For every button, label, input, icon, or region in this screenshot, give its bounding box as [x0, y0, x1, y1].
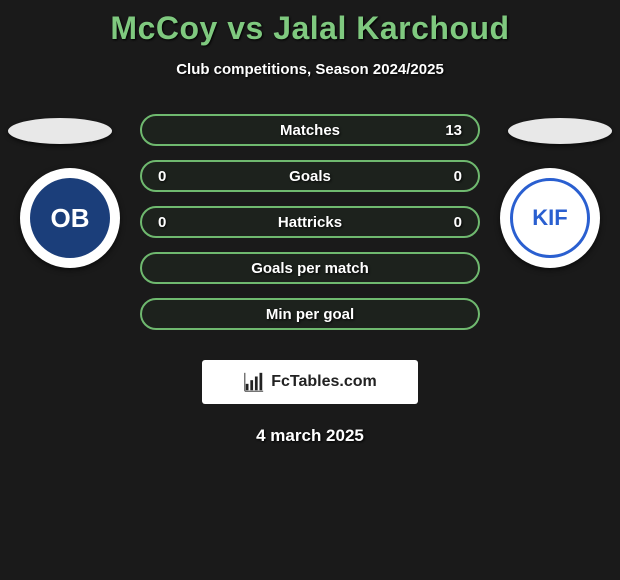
- club-crest-right: KIF: [500, 168, 600, 268]
- chart-bar-icon: [243, 371, 265, 393]
- stat-label: Hattricks: [182, 214, 438, 231]
- date-label: 4 march 2025: [0, 426, 620, 446]
- comparison-stage: OB KIF Matches130Goals00Hattricks0Goals …: [0, 114, 620, 354]
- stat-rows: Matches130Goals00Hattricks0Goals per mat…: [140, 114, 480, 344]
- stat-row: Matches13: [140, 114, 480, 146]
- stat-row: Min per goal: [140, 298, 480, 330]
- brand-box: FcTables.com: [202, 360, 418, 404]
- stat-row: 0Hattricks0: [140, 206, 480, 238]
- stat-row: Goals per match: [140, 252, 480, 284]
- stat-value-right: 0: [438, 168, 462, 185]
- brand-label: FcTables.com: [271, 373, 377, 391]
- subtitle: Club competitions, Season 2024/2025: [0, 61, 620, 78]
- stat-value-left: 0: [158, 214, 182, 231]
- page-title: McCoy vs Jalal Karchoud: [0, 0, 620, 47]
- stat-row: 0Goals0: [140, 160, 480, 192]
- club-crest-left: OB: [20, 168, 120, 268]
- country-flag-right: [508, 118, 612, 144]
- stat-label: Min per goal: [182, 306, 438, 323]
- stat-value-right: 13: [438, 122, 462, 139]
- stat-label: Matches: [182, 122, 438, 139]
- country-flag-left: [8, 118, 112, 144]
- club-crest-right-label: KIF: [510, 178, 590, 258]
- stat-label: Goals: [182, 168, 438, 185]
- club-crest-left-label: OB: [30, 178, 110, 258]
- stat-value-right: 0: [438, 214, 462, 231]
- stat-value-left: 0: [158, 168, 182, 185]
- stat-label: Goals per match: [182, 260, 438, 277]
